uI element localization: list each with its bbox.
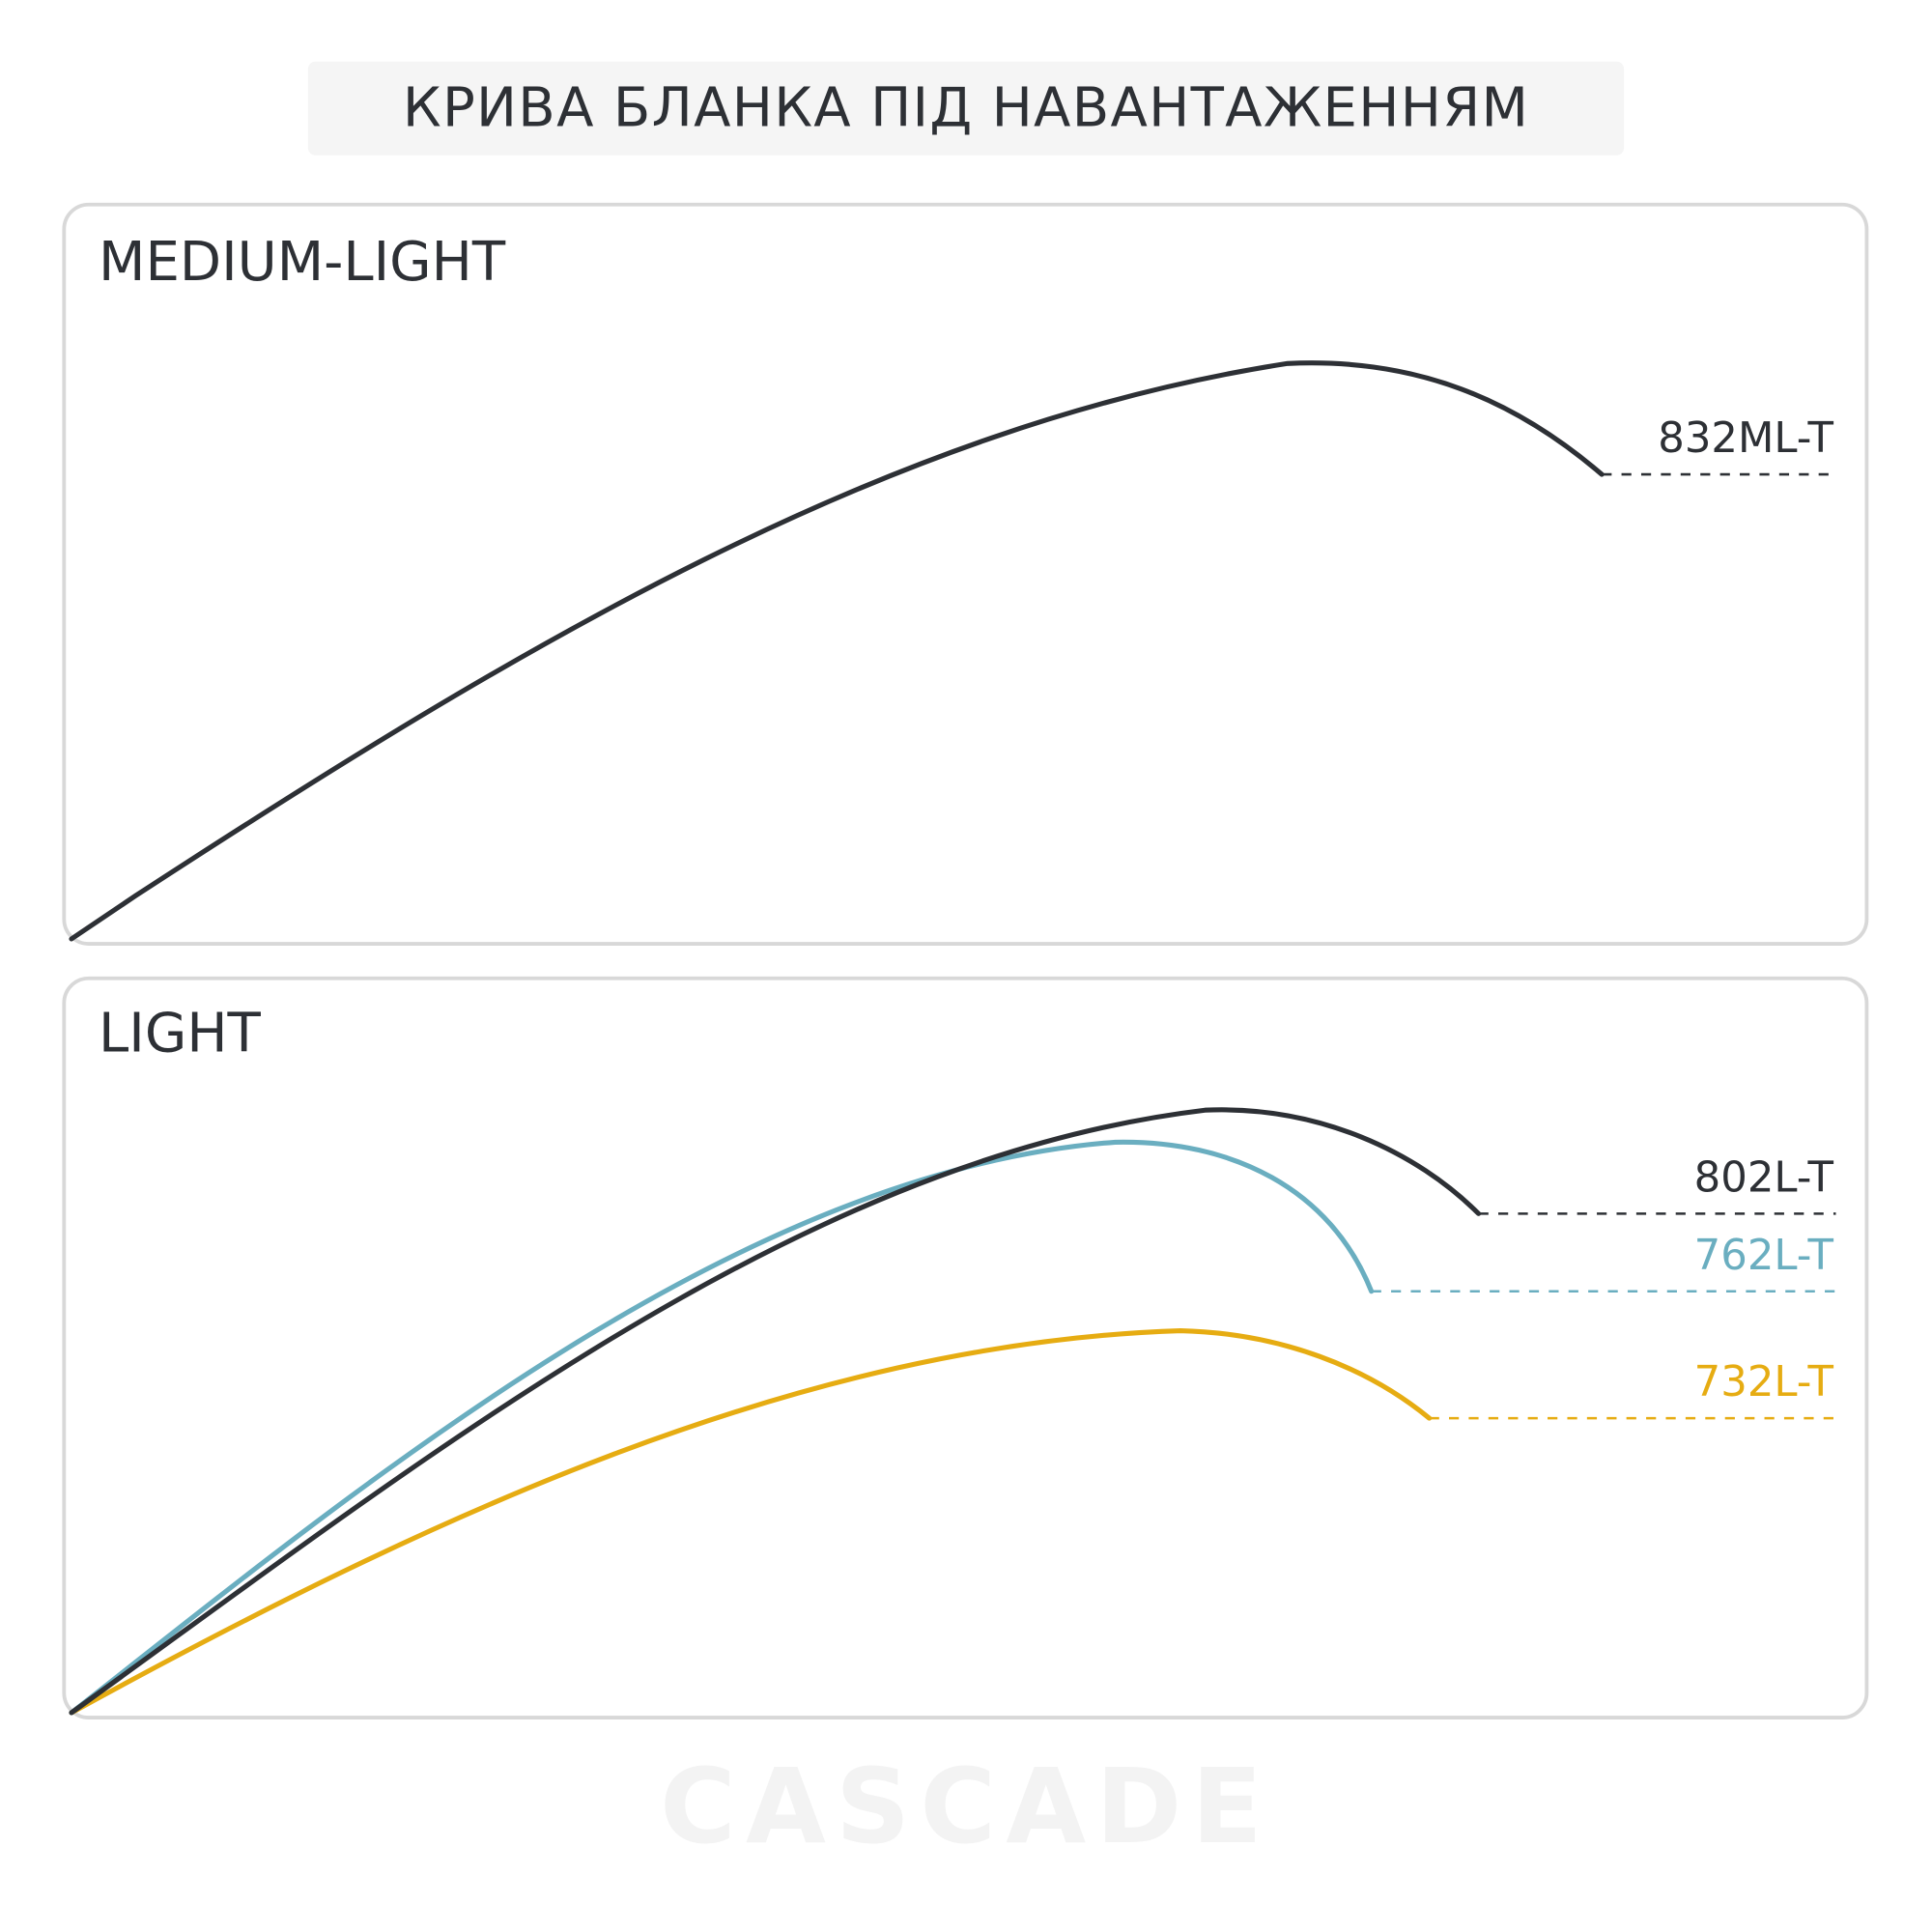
curve-label: 832ML-T xyxy=(1658,414,1833,463)
curve-label: 802L-T xyxy=(1694,1153,1834,1202)
panel: LIGHT 732L-T 762L-T 802L-T xyxy=(62,976,1869,1719)
panel-frame xyxy=(62,202,1869,946)
curve xyxy=(69,1327,1433,1716)
curve xyxy=(69,1139,1375,1716)
curve-label: 732L-T xyxy=(1694,1358,1834,1406)
title-box xyxy=(307,61,1625,156)
watermark: CASCADE xyxy=(660,1747,1272,1867)
panel: MEDIUM-LIGHT 832ML-T xyxy=(62,202,1869,946)
title: КРИВА БЛАНКА ПІД НАВАНТАЖЕННЯМ xyxy=(403,76,1529,139)
panel-frame xyxy=(62,976,1869,1719)
curve xyxy=(69,360,1605,942)
panel-title: LIGHT xyxy=(99,1002,261,1065)
curve-label: 762L-T xyxy=(1694,1232,1834,1280)
curve xyxy=(69,1107,1482,1716)
panel-title: MEDIUM-LIGHT xyxy=(99,231,506,294)
